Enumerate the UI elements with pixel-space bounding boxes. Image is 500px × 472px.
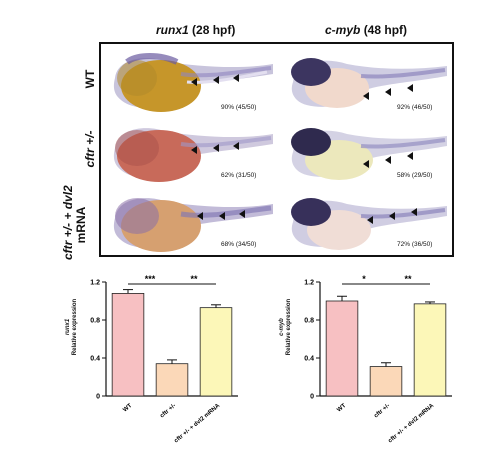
y-tick-label: 1.2 (90, 280, 100, 287)
category-label: cftr +/- + dvl2 mRNA (387, 403, 435, 445)
y-tick-label: 0 (310, 394, 314, 401)
row-label-rescue: cftr +/- + dvl2 mRNA (61, 185, 88, 260)
significance-label: ** (404, 274, 412, 284)
arrowhead-icon (191, 78, 197, 86)
row-label-cftr: cftr +/- (83, 130, 97, 168)
arrowhead-markers (191, 74, 417, 224)
significance-label: *** (145, 274, 156, 284)
pct-cmyb-wt: 92% (46/50) (397, 104, 433, 111)
arrowhead-icon (233, 74, 239, 82)
chart-runx1: 0 0.4 0.8 1.2 WT cftr +/-cftr +/- + dvl2 mRNA… (90, 274, 238, 445)
pct-runx1-wt: 90% (45/50) (221, 104, 257, 111)
arrowhead-icon (219, 212, 225, 220)
bar (155, 363, 189, 397)
pct-cmyb-cftr: 58% (29/50) (397, 172, 433, 179)
arrowhead-icon (407, 84, 413, 92)
bar (413, 303, 447, 397)
category-label: cftr +/- (159, 403, 177, 419)
arrowhead-icon (197, 212, 203, 220)
arrowhead-icon (213, 76, 219, 84)
embryo-image-panel: 90% (45/50) 92% (46/50) 62% (31/50) 58% … (99, 42, 454, 257)
column-stage-runx1: (28 hpf) (192, 23, 236, 37)
chart1-ylabel: runx1 Relative expression (65, 298, 78, 356)
category-label: cftr +/- + dvl2 mRNA (173, 403, 221, 445)
arrowhead-icon (385, 156, 391, 164)
embryo-image-cmyb-rescue (283, 188, 449, 252)
arrowhead-icon (407, 152, 413, 160)
column-gene-runx1: runx1 (156, 23, 189, 37)
arrowhead-icon (233, 142, 239, 150)
embryo-image-cmyb-cftr (283, 118, 449, 182)
arrowhead-icon (411, 208, 417, 216)
bar (199, 307, 233, 397)
pct-runx1-rescue: 68% (34/50) (221, 241, 257, 248)
arrowhead-icon (191, 146, 197, 154)
y-tick-label: 0.4 (90, 356, 100, 363)
bar (325, 300, 359, 397)
column-title-cmyb: c-myb (48 hpf) (325, 23, 407, 37)
column-stage-cmyb: (48 hpf) (363, 23, 408, 37)
arrowhead-icon (363, 92, 369, 100)
y-tick-label: 0.8 (90, 318, 100, 325)
pct-runx1-cftr: 62% (31/50) (221, 172, 257, 179)
column-title-runx1: runx1 (28 hpf) (156, 23, 235, 37)
y-tick-label: 1.2 (304, 280, 314, 287)
category-label: cftr +/- (373, 403, 391, 419)
significance-label: ** (190, 274, 198, 284)
chart-cmyb: 0 0.4 0.8 1.2 WT cftr +/-cftr +/- + dvl2 mRNA… (304, 274, 452, 445)
embryo-image-runx1-cftr (107, 118, 275, 182)
embryo-image-cmyb-wt (283, 48, 449, 112)
arrowhead-icon (363, 160, 369, 168)
bar (111, 292, 145, 397)
arrowhead-icon (213, 144, 219, 152)
row-label-wt: WT (83, 69, 97, 89)
chart2-ylabel: c-myb Relative expression (279, 298, 292, 356)
pct-cmyb-rescue: 72% (36/50) (397, 241, 433, 248)
bar (369, 366, 403, 397)
y-tick-label: 0.4 (304, 356, 314, 363)
arrowhead-icon (389, 212, 395, 220)
arrowhead-icon (367, 216, 373, 224)
y-tick-label: 0 (96, 394, 100, 401)
category-label: WT (122, 403, 133, 414)
arrowhead-icon (385, 88, 391, 96)
category-label: WT (336, 403, 347, 414)
column-gene-cmyb: c-myb (325, 23, 361, 37)
arrowhead-icon (239, 210, 245, 218)
significance-label: * (362, 274, 366, 284)
y-tick-label: 0.8 (304, 318, 314, 325)
